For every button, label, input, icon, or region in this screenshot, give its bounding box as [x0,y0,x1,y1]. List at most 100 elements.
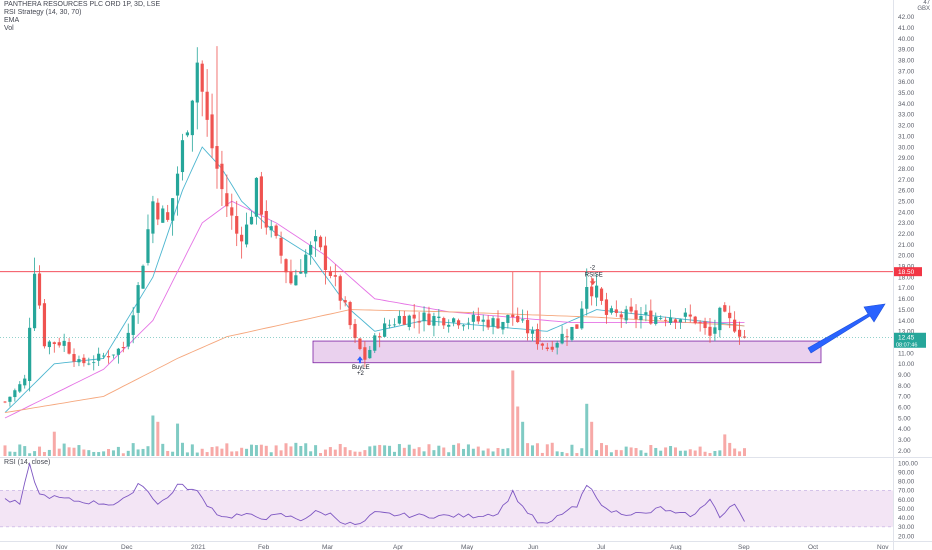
rsi-tick-label: 90.00 [898,469,915,476]
candle-body [205,91,209,120]
volume-bar [447,452,451,456]
candle [525,310,530,341]
candle-body [215,146,219,169]
candle-body [249,216,254,225]
price-axis[interactable]: 42.00 41.00 40.00 39.00 38.00 37.00 36.00 35.00… [898,14,918,540]
candle [461,324,466,331]
volume-bar [284,443,288,456]
candle [570,326,574,342]
candle-body [673,319,678,323]
candle-body [486,319,490,328]
rsi-strategy-label[interactable]: RSI Strategy (14, 30, 70) [4,9,82,16]
volume-bar [595,450,599,456]
volume-bar [116,446,120,456]
candle [37,265,42,309]
candle [175,166,180,216]
volume-bar [392,451,396,456]
candle [629,298,633,314]
candle-body [521,319,525,321]
candle [146,214,150,266]
volume-bar [259,444,263,456]
candle [264,200,268,235]
price-tick-label: 10.00 [898,361,915,368]
volume-bar [136,449,140,456]
candle-body [146,229,150,263]
buy-signal-qty: +2 [357,371,365,377]
price-tick-label: 2.00 [898,448,911,455]
resistance-line[interactable] [0,271,893,342]
candle-body [501,321,505,330]
rsi-tick-label: 70.00 [898,488,915,495]
volume-bar [264,445,268,456]
volume-bar [452,444,456,456]
candle [555,340,559,355]
candle [575,324,579,330]
time-tick-label: Dec [121,544,133,550]
candle [136,282,140,324]
ema-mid-line [4,200,745,419]
last-tag-countdown: 08:07:46 [896,342,917,348]
candle-body [442,318,446,326]
candle [318,235,323,251]
candle [437,309,441,326]
candle [3,401,7,404]
candle [328,266,332,279]
rsi-tick-label: 50.00 [898,506,915,513]
last-tag-bg [894,332,926,348]
candle [634,304,638,329]
time-axis[interactable]: Nov Dec 2021 Feb Mar Apr May Jun Jul Aug Sep Oct Nov [56,544,889,550]
candle-body [496,318,500,329]
candle [141,264,145,289]
candle [708,317,712,343]
candle-body [67,342,71,354]
candle [619,310,623,328]
candle [205,69,209,137]
candle-body [358,338,362,349]
sell-signal-label: RSISE [585,272,603,278]
volume-bar [407,444,411,456]
price-tick-label: 34.00 [898,101,915,108]
price-tick-label: 26.00 [898,188,915,195]
price-tick-label: 3.00 [898,437,911,444]
candle-body [225,193,229,207]
candle [309,241,313,265]
candle-body [713,327,717,334]
rsi-legend[interactable]: RSI (14, close) [4,459,51,466]
candle-body [432,316,436,326]
volume-bar [506,448,510,456]
volume-bar [412,448,416,456]
volume-bar [161,443,165,456]
trend-arrow[interactable] [807,303,886,354]
candle [72,348,76,368]
candle-body [200,63,204,92]
candle [718,306,722,338]
candle-body [156,202,160,220]
volume-bar [319,453,323,456]
candle-body [87,363,91,365]
volume-bars [3,370,746,456]
candle-body [126,332,130,347]
candle-body [599,288,604,301]
candle [580,301,584,330]
ema-label[interactable]: EMA [4,17,20,24]
candle-body [728,312,732,319]
volume-bar [476,446,480,456]
volume-bar [432,450,436,456]
candle-body [299,271,303,274]
candle-body [3,401,7,403]
symbol-title[interactable]: PANTHERA RESOURCES PLC ORD 1P, 3D, LSE [4,1,161,8]
vol-label[interactable]: Vol [4,25,14,32]
candle [737,321,742,345]
candle [353,319,357,344]
candle-body [461,325,466,327]
time-tick-label: 2021 [191,544,206,550]
volume-bar [358,451,362,456]
candle [387,319,392,329]
candle-body [378,336,382,338]
candle-body [304,254,308,274]
rsi-line [4,462,745,525]
volume-bar [131,443,135,456]
